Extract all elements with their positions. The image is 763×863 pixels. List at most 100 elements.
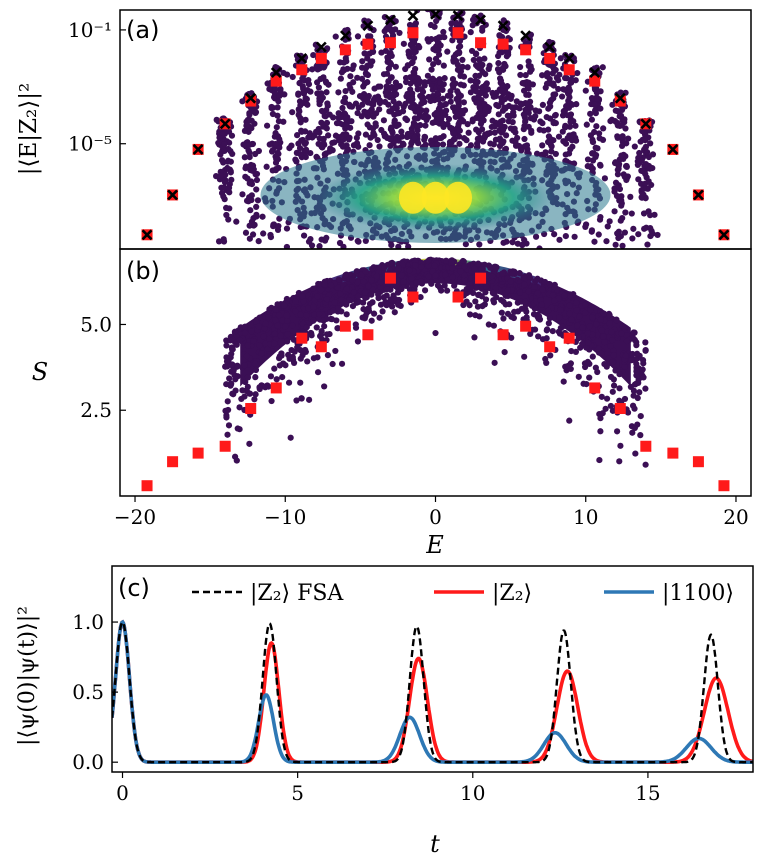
eigenstate-point [315, 125, 322, 133]
eigenstate-point [491, 359, 498, 366]
eigenstate-point [256, 342, 263, 349]
eigenstate-point [593, 89, 600, 96]
eigenstate-point [388, 260, 395, 267]
eigenstate-point [255, 147, 262, 155]
eigenstate-point [274, 322, 281, 329]
fsa-square-marker [614, 95, 626, 107]
eigenstate-point [308, 332, 315, 339]
eigenstate-point [284, 331, 291, 338]
eigenstate-point [283, 225, 291, 232]
eigenstate-point [485, 321, 492, 328]
eigenstate-point [476, 313, 483, 320]
eigenstate-point [609, 359, 616, 366]
eigenstate-point [478, 126, 486, 133]
eigenstate-point [635, 376, 642, 383]
eigenstate-point [570, 131, 577, 138]
panel-b: 2.5 5.0 −20 −10 0 10 20 (b) S E [32, 248, 752, 559]
eigenstate-point [384, 54, 391, 61]
eigenstate-point [472, 298, 479, 305]
eigenstate-point [431, 262, 438, 269]
eigenstate-point [459, 56, 466, 63]
eigenstate-point [365, 282, 372, 290]
eigenstate-point [363, 71, 370, 78]
eigenstate-point [628, 357, 635, 364]
eigenstate-point [544, 307, 552, 314]
eigenstate-point [285, 351, 292, 358]
fsa-square-marker [315, 52, 327, 64]
eigenstate-point [404, 62, 411, 69]
eigenstate-point [621, 116, 628, 123]
eigenstate-point [499, 270, 506, 277]
legend-entry-z2: |Z₂⟩ [434, 581, 532, 606]
eigenstate-point [499, 139, 506, 147]
eigenstate-point [272, 85, 279, 92]
eigenstate-point [596, 135, 603, 142]
scar-x-marker [563, 52, 575, 64]
eigenstate-point [631, 424, 638, 432]
eigenstate-point [455, 50, 463, 57]
eigenstate-point [597, 105, 604, 112]
eigenstate-point [354, 109, 361, 117]
eigenstate-point [310, 303, 317, 311]
eigenstate-point [371, 310, 378, 317]
eigenstate-point [252, 374, 259, 381]
eigenstate-point [246, 235, 253, 242]
eigenstate-point [511, 308, 518, 316]
eigenstate-point [521, 123, 528, 131]
eigenstate-point [595, 345, 603, 352]
eigenstate-point [410, 49, 418, 56]
eigenstate-point [274, 104, 281, 111]
eigenstate-point [303, 146, 310, 153]
eigenstate-point [241, 362, 248, 369]
eigenstate-point [591, 238, 598, 245]
eigenstate-point [613, 428, 621, 435]
eigenstate-point [481, 261, 488, 268]
eigenstate-point [271, 340, 278, 347]
panel-b-marks [141, 272, 730, 492]
eigenstate-point [364, 79, 371, 86]
eigenstate-point [405, 243, 412, 249]
eigenstate-point [272, 335, 280, 342]
eigenstate-point [560, 378, 567, 385]
fsa-square-marker [452, 27, 464, 39]
eigenstate-point [213, 173, 220, 180]
fsa-square-marker [614, 403, 626, 415]
eigenstate-point [460, 73, 468, 80]
eigenstate-point [409, 59, 416, 66]
eigenstate-point [532, 233, 540, 240]
eigenstate-point [271, 330, 278, 337]
eigenstate-point [292, 308, 299, 315]
eigenstate-point [264, 122, 271, 129]
eigenstate-point [273, 376, 280, 383]
eigenstate-point [374, 136, 381, 144]
eigenstate-point [525, 85, 532, 92]
eigenstate-point [274, 301, 281, 308]
eigenstate-point [627, 193, 634, 200]
eigenstate-point [442, 111, 449, 119]
eigenstate-point [250, 215, 257, 222]
eigenstate-point [606, 319, 613, 327]
eigenstate-point [386, 26, 393, 33]
eigenstate-point [362, 131, 370, 138]
eigenstate-point [422, 122, 429, 129]
eigenstate-point [297, 151, 304, 158]
eigenstate-point [636, 389, 643, 396]
eigenstate-point [412, 262, 419, 269]
eigenstate-point [252, 366, 260, 374]
eigenstate-point [513, 98, 520, 105]
eigenstate-point [270, 94, 278, 101]
fsa-square-marker [141, 480, 153, 492]
eigenstate-point [478, 293, 485, 300]
eigenstate-point [555, 77, 562, 84]
eigenstate-point [355, 293, 362, 300]
eigenstate-point [500, 239, 507, 246]
legend-entry-z2-fsa: |Z₂⟩ FSA [192, 581, 344, 606]
eigenstate-point [555, 133, 563, 140]
eigenstate-point [358, 75, 366, 82]
eigenstate-point [582, 87, 589, 94]
eigenstate-point [409, 96, 416, 103]
eigenstate-point [343, 122, 350, 129]
eigenstate-point [560, 86, 567, 93]
eigenstate-point [557, 306, 564, 314]
eigenstate-point [408, 74, 416, 81]
